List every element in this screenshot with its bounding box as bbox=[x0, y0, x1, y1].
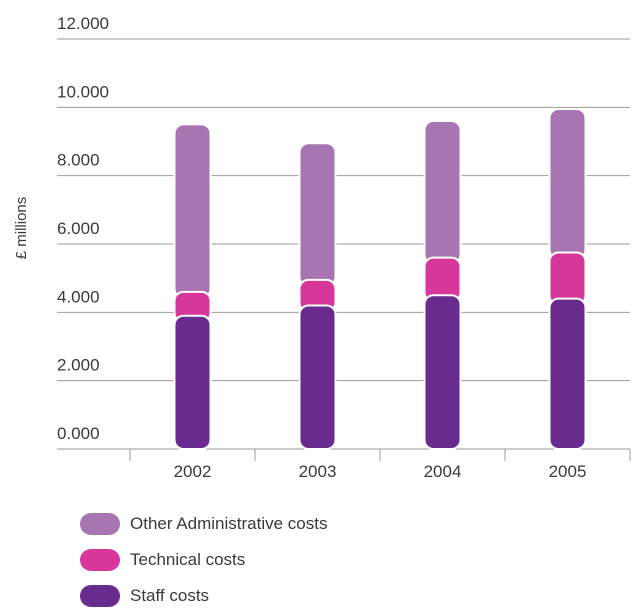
legend-swatch-other-admin bbox=[80, 513, 120, 535]
bar-segment bbox=[298, 304, 337, 450]
bar-segment bbox=[173, 123, 212, 299]
legend-label-other-admin: Other Administrative costs bbox=[130, 514, 328, 533]
y-tick-label: 6.000 bbox=[57, 219, 100, 238]
bar-segment bbox=[548, 108, 587, 260]
x-tick-label: 2003 bbox=[299, 462, 337, 481]
x-tick-label: 2004 bbox=[424, 462, 462, 481]
legend-item-staff: Staff costs bbox=[80, 578, 327, 614]
legend-item-technical: Technical costs bbox=[80, 542, 327, 578]
y-axis-label: £ millions bbox=[13, 197, 30, 260]
bar-segment bbox=[423, 120, 462, 265]
x-axis: 2002 2003 2004 2005 bbox=[129, 449, 631, 481]
x-tick-label: 2002 bbox=[174, 462, 212, 481]
y-tick-label: 4.000 bbox=[57, 287, 100, 306]
y-tick-label: 8.000 bbox=[57, 151, 100, 170]
y-axis-ticks: 0.000 2.000 4.000 6.000 8.000 10.000 12.000 bbox=[57, 14, 109, 443]
grid-lines bbox=[57, 38, 630, 450]
bar-segment bbox=[173, 314, 212, 450]
bar-segment bbox=[423, 294, 462, 450]
bars bbox=[173, 108, 587, 450]
legend-label-staff: Staff costs bbox=[130, 586, 210, 605]
y-tick-label: 12.000 bbox=[57, 14, 109, 33]
stacked-bar-chart: 0.000 2.000 4.000 6.000 8.000 10.000 12.000 £ … bbox=[13, 14, 631, 481]
legend: Other Administrative costs Technical cos… bbox=[80, 506, 327, 614]
legend-label-technical: Technical costs bbox=[130, 550, 246, 569]
y-tick-label: 0.000 bbox=[57, 424, 100, 443]
bar-segment bbox=[548, 297, 587, 450]
legend-item-other-admin: Other Administrative costs bbox=[80, 506, 327, 542]
y-tick-label: 2.000 bbox=[57, 356, 100, 375]
bar-segment bbox=[548, 251, 587, 306]
legend-swatch-technical bbox=[80, 549, 120, 571]
bar-segment bbox=[298, 142, 337, 287]
x-tick-label: 2005 bbox=[549, 462, 587, 481]
y-tick-label: 10.000 bbox=[57, 82, 109, 101]
legend-swatch-staff bbox=[80, 585, 120, 607]
